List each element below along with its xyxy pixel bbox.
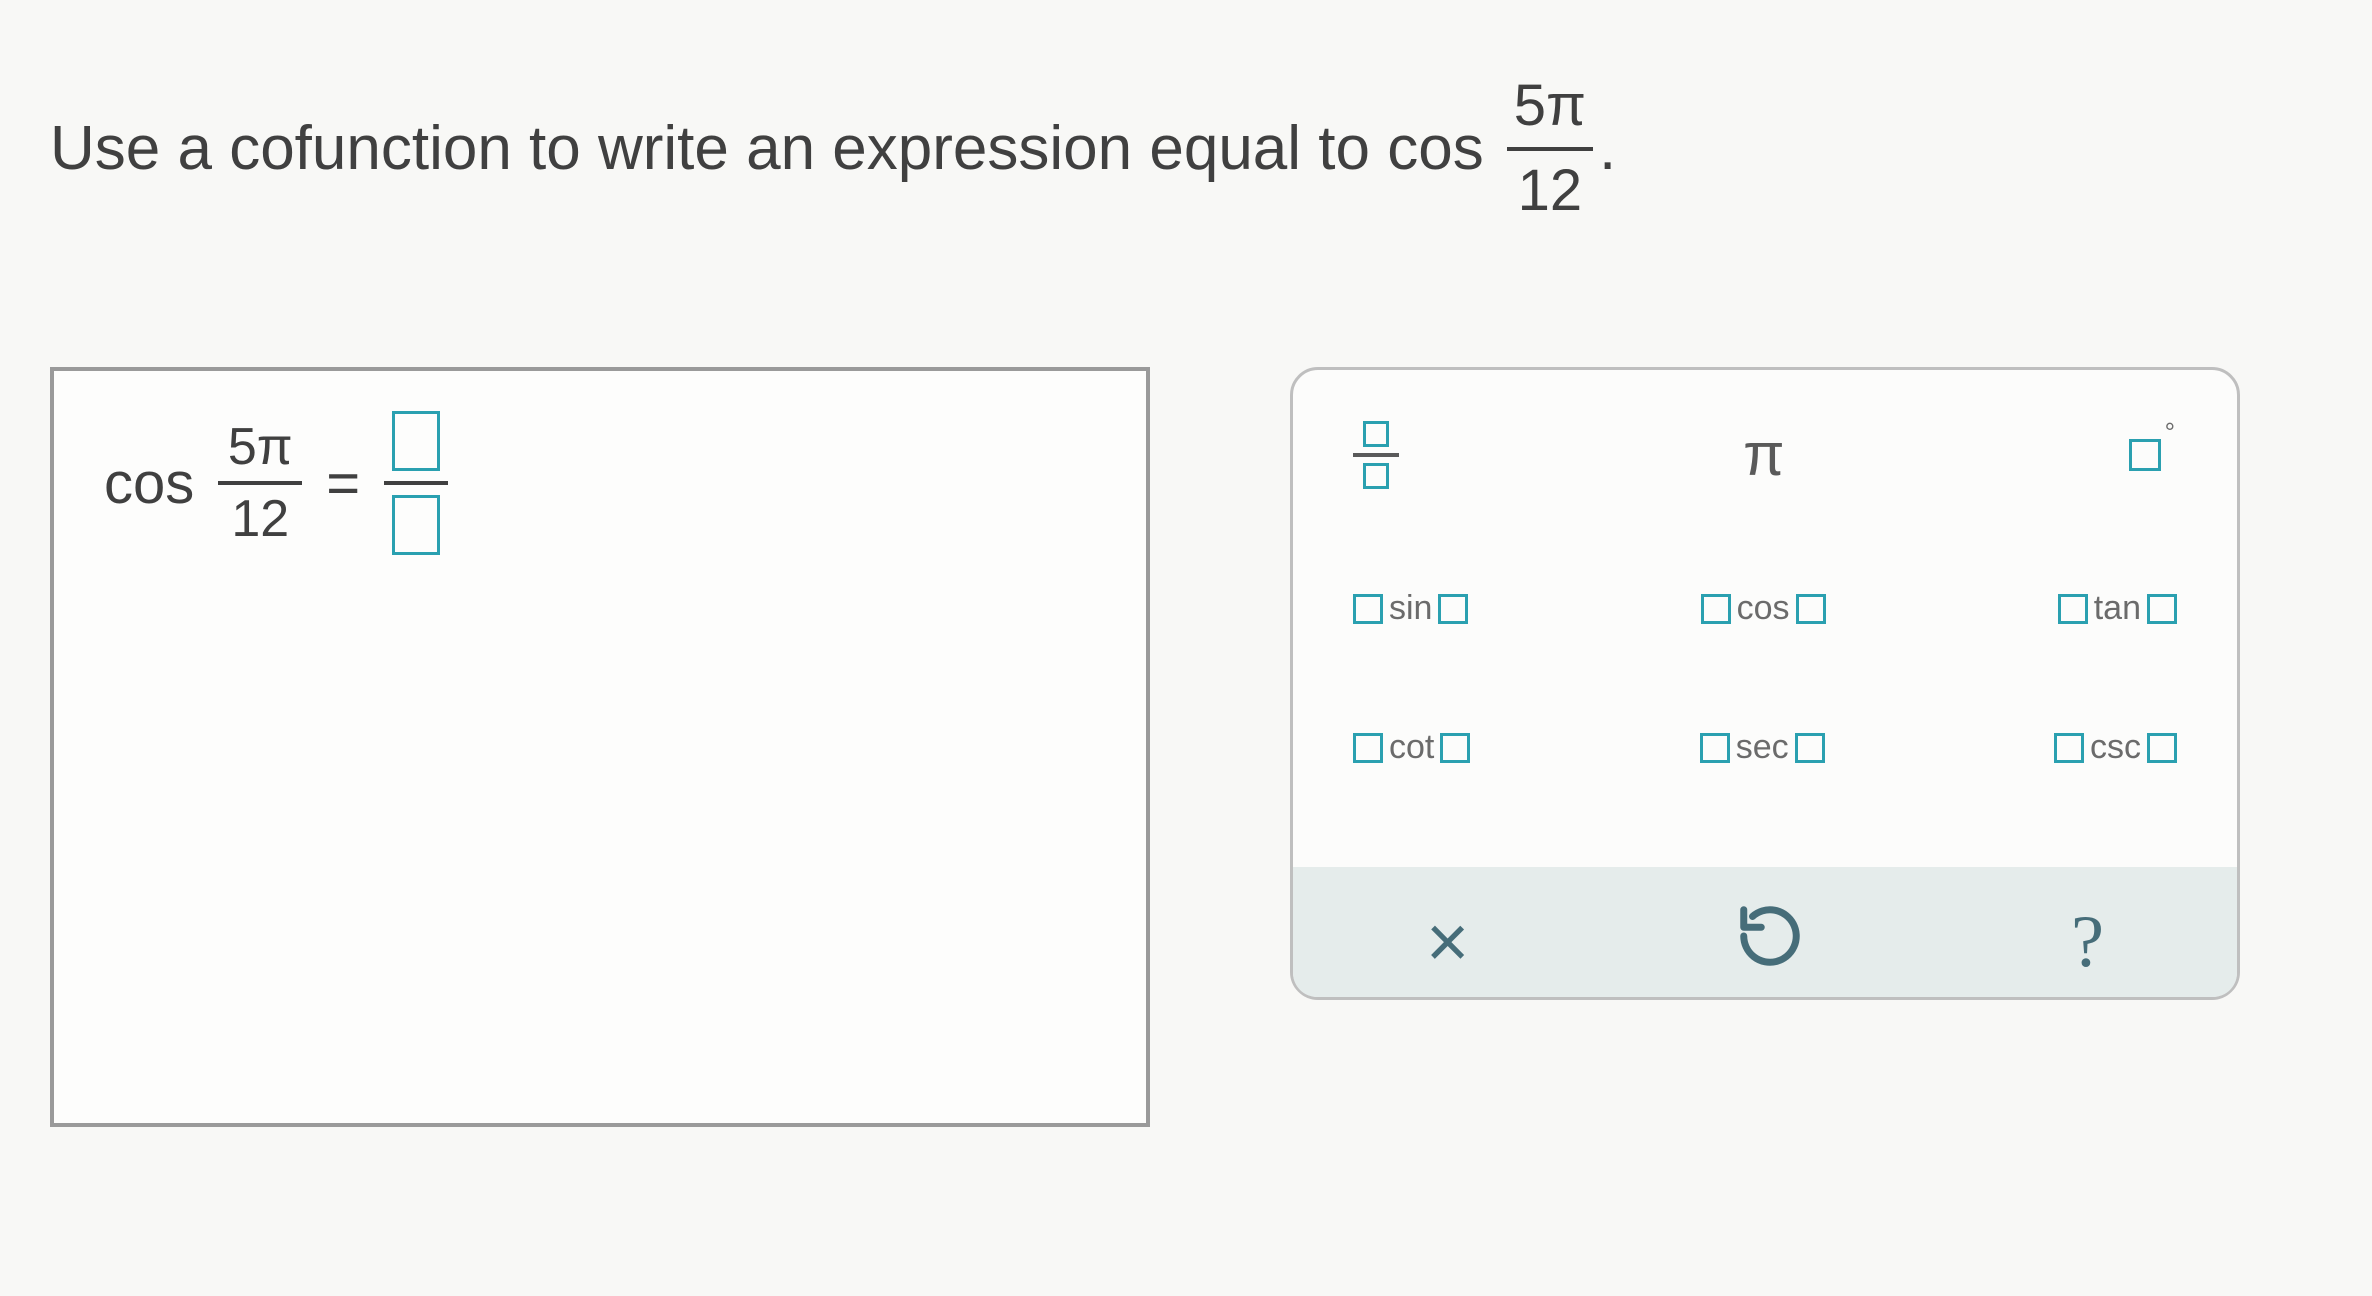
placeholder-icon [1701, 594, 1731, 624]
placeholder-icon [2147, 733, 2177, 763]
placeholder-icon [1363, 463, 1389, 489]
tan-label: tan [2094, 589, 2141, 628]
palette-fraction-button[interactable] [1353, 421, 1399, 489]
frac-bar-icon [1353, 453, 1399, 457]
palette-cos-button[interactable]: cos [1701, 589, 1826, 628]
placeholder-icon [1353, 594, 1383, 624]
close-icon: × [1426, 900, 1469, 983]
prompt-frac-num: 5π [1514, 70, 1586, 147]
placeholder-icon [2129, 439, 2161, 471]
palette-degree-button[interactable]: ° [2129, 439, 2177, 471]
cos-label: cos [1737, 589, 1790, 628]
placeholder-icon [2147, 594, 2177, 624]
answer-frac-bar [384, 481, 448, 485]
palette-sec-button[interactable]: sec [1700, 728, 1825, 767]
placeholder-icon [1796, 594, 1826, 624]
prompt-fraction: 5π 12 [1507, 70, 1593, 227]
degree-symbol: ° [2165, 417, 2175, 448]
eq-fraction: 5π 12 [218, 417, 302, 549]
placeholder-icon [1440, 733, 1470, 763]
question-prompt: Use a cofunction to write an expression … [50, 70, 2322, 227]
reset-button[interactable] [1735, 901, 1805, 983]
help-icon: ? [2071, 901, 2104, 983]
help-button[interactable]: ? [2071, 905, 2104, 979]
placeholder-icon [2058, 594, 2088, 624]
eq-func: cos [104, 450, 194, 517]
reset-icon [1735, 901, 1805, 971]
placeholder-icon [1438, 594, 1468, 624]
equation: cos 5π 12 = [104, 411, 1096, 555]
symbol-palette: π ° sin cos [1290, 367, 2240, 1000]
placeholder-icon [2054, 733, 2084, 763]
cot-label: cot [1389, 728, 1434, 767]
clear-button[interactable]: × [1426, 905, 1469, 979]
sec-label: sec [1736, 728, 1789, 767]
answer-input-fraction[interactable] [384, 411, 448, 555]
sin-label: sin [1389, 589, 1432, 628]
answer-denominator-slot[interactable] [392, 495, 440, 555]
prompt-trail: . [1599, 110, 1616, 188]
eq-frac-den: 12 [231, 485, 289, 549]
csc-label: csc [2090, 728, 2141, 767]
action-row: × ? [1293, 867, 2237, 997]
palette-cot-button[interactable]: cot [1353, 728, 1470, 767]
placeholder-icon [1700, 733, 1730, 763]
placeholder-icon [1363, 421, 1389, 447]
eq-equals: = [326, 450, 360, 517]
answer-numerator-slot[interactable] [392, 411, 440, 471]
placeholder-icon [1795, 733, 1825, 763]
palette-tan-button[interactable]: tan [2058, 589, 2177, 628]
prompt-func: cos [1387, 110, 1483, 188]
palette-csc-button[interactable]: csc [2054, 728, 2177, 767]
answer-box: cos 5π 12 = [50, 367, 1150, 1127]
eq-frac-num: 5π [228, 417, 293, 481]
prompt-frac-den: 12 [1518, 151, 1583, 228]
prompt-lead: Use a cofunction to write an expression … [50, 110, 1370, 188]
pi-symbol: π [1743, 420, 1784, 489]
palette-sin-button[interactable]: sin [1353, 589, 1468, 628]
palette-pi-button[interactable]: π [1743, 420, 1784, 489]
placeholder-icon [1353, 733, 1383, 763]
